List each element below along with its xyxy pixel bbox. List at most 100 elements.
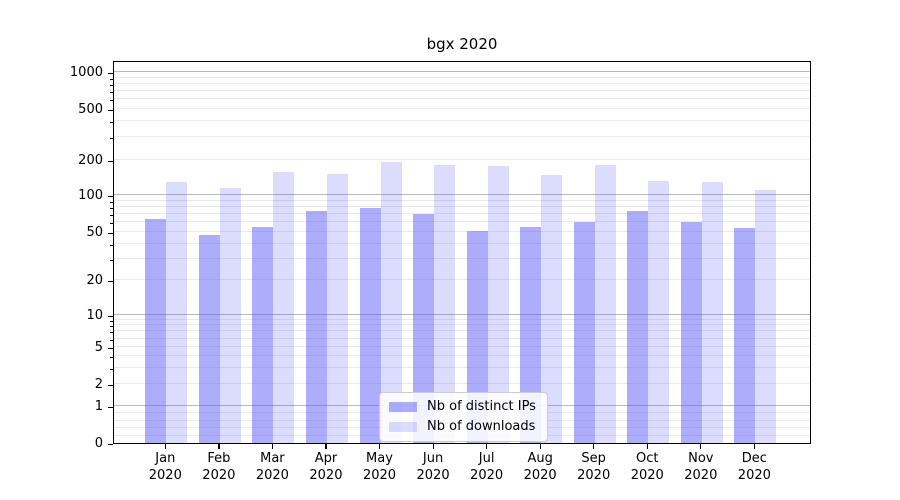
y-gridline-5: [114, 346, 810, 347]
y-tick-label-2: 2: [94, 377, 103, 392]
x-tick-sep: [593, 444, 595, 449]
x-tick-may: [379, 444, 381, 449]
y-gridline-300: [114, 136, 810, 137]
y-tick-label-100: 100: [78, 188, 103, 203]
legend-item-downloads: Nb of downloads: [389, 420, 536, 434]
legend-item-distinct-ips: Nb of distinct IPs: [389, 400, 536, 414]
chart-title: bgx 2020: [426, 35, 498, 53]
x-tick-label-mar: Mar 2020: [255, 451, 289, 483]
y-minortick-600: [110, 99, 113, 101]
y-tick-1000: [108, 72, 113, 74]
x-tick-apr: [325, 444, 327, 449]
y-minortick-700: [110, 91, 113, 93]
y-gridline-4: [114, 355, 810, 356]
y-tick-label-1000: 1000: [69, 65, 103, 80]
bar-mar-distinct-ips: [252, 227, 273, 443]
bar-dec-downloads: [755, 190, 776, 443]
bar-apr-downloads: [327, 174, 348, 443]
legend-swatch-downloads: [389, 422, 417, 432]
legend: Nb of distinct IPs Nb of downloads: [379, 392, 548, 442]
bar-jun-downloads: [434, 165, 455, 443]
x-tick-aug: [539, 444, 541, 449]
y-gridline-30: [114, 258, 810, 259]
bar-nov-downloads: [702, 182, 723, 443]
y-minortick-70: [110, 214, 113, 216]
y-gridline-80: [114, 206, 810, 207]
x-tick-label-dec: Dec 2020: [737, 451, 771, 483]
bar-jan-downloads: [166, 182, 187, 443]
bar-dec-distinct-ips: [734, 228, 755, 443]
y-minortick-400: [110, 121, 113, 123]
x-tick-label-jan: Jan 2020: [148, 451, 182, 483]
x-tick-label-nov: Nov 2020: [684, 451, 718, 483]
y-gridline-40: [114, 243, 810, 244]
y-tick-500: [108, 109, 113, 111]
bar-oct-distinct-ips: [627, 211, 648, 443]
y-minortick-80: [110, 207, 113, 209]
bar-nov-distinct-ips: [681, 222, 702, 443]
y-tick-50: [108, 232, 113, 234]
x-tick-nov: [700, 444, 702, 449]
y-tick-label-20: 20: [86, 273, 103, 288]
y-gridline-50: [114, 231, 810, 232]
y-gridline-9: [114, 319, 810, 320]
legend-label-distinct-ips: Nb of distinct IPs: [427, 399, 536, 414]
y-minortick-30: [110, 259, 113, 261]
bar-jun-distinct-ips: [413, 214, 434, 443]
bar-sep-downloads: [595, 165, 616, 443]
y-minortick-3: [110, 368, 113, 370]
y-gridline-1000: [114, 71, 810, 72]
y-gridline-10: [114, 314, 810, 315]
y-gridline-70: [114, 213, 810, 214]
bar-jan-distinct-ips: [145, 219, 166, 443]
x-tick-jun: [432, 444, 434, 449]
y-tick-100: [108, 195, 113, 197]
y-tick-label-10: 10: [86, 308, 103, 323]
bar-jul-downloads: [488, 166, 509, 443]
y-minortick-40: [110, 244, 113, 246]
y-minortick-7: [110, 331, 113, 333]
bar-mar-downloads: [273, 172, 294, 443]
bar-aug-downloads: [541, 175, 562, 443]
y-tick-label-200: 200: [78, 153, 103, 168]
y-minortick-60: [110, 222, 113, 224]
y-tick-20: [108, 280, 113, 282]
y-tick-10: [108, 315, 113, 317]
y-gridline-90: [114, 200, 810, 201]
bar-apr-distinct-ips: [306, 211, 327, 443]
y-gridline-7: [114, 330, 810, 331]
y-gridline-900: [114, 77, 810, 78]
legend-label-downloads: Nb of downloads: [427, 419, 536, 434]
y-gridline-2: [114, 383, 810, 384]
x-tick-label-jun: Jun 2020: [416, 451, 450, 483]
y-tick-0: [108, 443, 113, 445]
x-tick-dec: [753, 444, 756, 449]
y-gridline-6: [114, 338, 810, 339]
x-tick-jan: [164, 444, 166, 449]
y-tick-5: [108, 347, 113, 349]
y-tick-1: [108, 406, 113, 408]
y-gridline-700: [114, 90, 810, 91]
y-minortick-300: [110, 137, 113, 139]
y-gridline-400: [114, 120, 810, 121]
y-tick-200: [108, 160, 113, 162]
bar-sep-distinct-ips: [574, 222, 595, 443]
y-tick-2: [108, 384, 113, 386]
x-tick-label-oct: Oct 2020: [630, 451, 664, 483]
y-tick-label-5: 5: [94, 340, 103, 355]
x-tick-label-feb: Feb 2020: [202, 451, 236, 483]
y-gridline-20: [114, 279, 810, 280]
y-gridline-500: [114, 108, 810, 109]
y-tick-label-0: 0: [94, 436, 103, 451]
bar-aug-distinct-ips: [520, 227, 541, 443]
y-gridline-3: [114, 367, 810, 368]
y-gridline-800: [114, 83, 810, 84]
y-tick-label-50: 50: [86, 225, 103, 240]
x-tick-mar: [271, 444, 274, 449]
bar-oct-downloads: [648, 181, 669, 443]
x-tick-label-aug: Aug 2020: [523, 451, 557, 483]
y-minortick-90: [110, 201, 113, 203]
y-gridline-600: [114, 98, 810, 99]
bar-feb-distinct-ips: [199, 235, 220, 443]
